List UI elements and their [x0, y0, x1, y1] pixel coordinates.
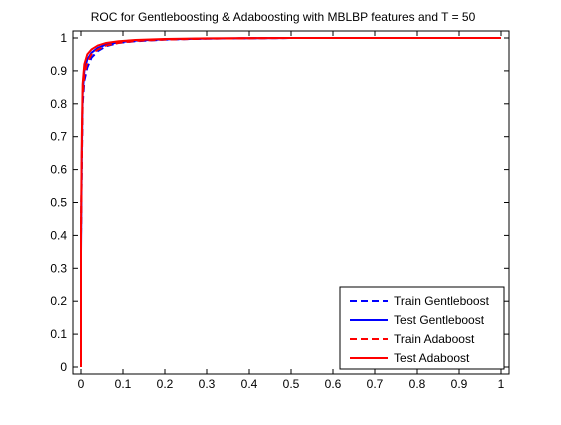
x-tick-label: 1 [498, 377, 505, 391]
x-tick-label: 0.6 [325, 377, 342, 391]
y-tick-label: 1 [60, 31, 67, 45]
x-tick-label: 0.4 [241, 377, 258, 391]
y-tick-label: 0.5 [50, 196, 67, 210]
legend-label-1: Test Gentleboost [394, 313, 485, 327]
y-tick-label: 0.8 [50, 97, 67, 111]
y-tick-label: 0.6 [50, 163, 67, 177]
axes-layer: 0 0.1 0.2 0.3 0.4 0.5 0.6 0.7 0.8 0.9 1 0 0.1 0.2 0.3 0… [50, 30, 510, 391]
y-tick-label: 0.4 [50, 228, 67, 242]
x-tick-label: 0.5 [283, 377, 300, 391]
x-tick-label: 0.2 [157, 377, 174, 391]
y-tick-label: 0 [60, 360, 67, 374]
series-line-3 [80, 37, 501, 367]
legend-label-3: Test Adaboost [394, 351, 470, 365]
x-tick-label: 0.9 [451, 377, 468, 391]
legend: Train Gentleboost Test Gentleboost Train A… [339, 286, 505, 370]
x-tick-label: 0.3 [199, 377, 216, 391]
x-tick-label: 0.7 [367, 377, 384, 391]
y-tick-label: 0.2 [50, 294, 67, 308]
y-tick-label: 0.9 [50, 64, 67, 78]
chart-title: ROC for Gentleboosting & Adaboosting wit… [91, 10, 476, 24]
legend-label-0: Train Gentleboost [394, 294, 490, 308]
series-layer [80, 37, 501, 367]
y-tick-label: 0.3 [50, 261, 67, 275]
legend-label-2: Train Adaboost [394, 332, 475, 346]
y-tick-label: 0.1 [50, 327, 67, 341]
x-tick-label: 0.1 [115, 377, 132, 391]
y-tick-label: 0.7 [50, 130, 67, 144]
x-tick-label: 0 [78, 377, 85, 391]
x-tick-label: 0.8 [409, 377, 426, 391]
